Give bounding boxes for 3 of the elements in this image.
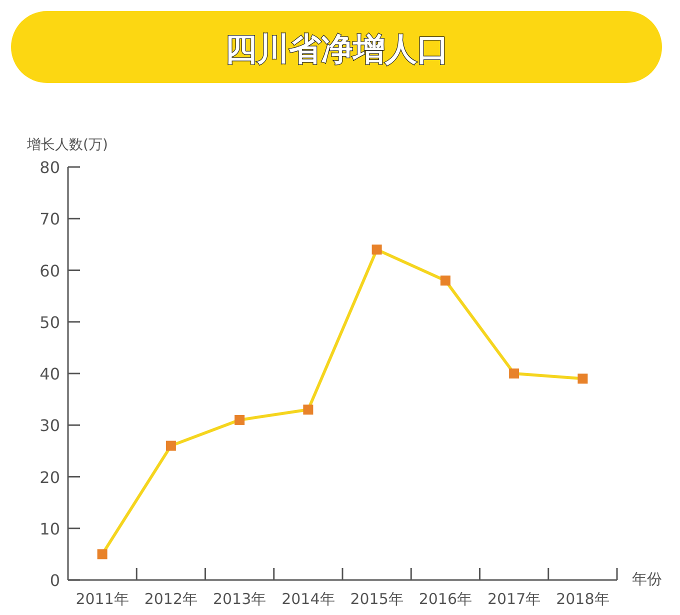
title: 四川省净增人口	[225, 30, 449, 68]
ylabel: 增长人数(万)	[27, 137, 108, 153]
xlabel: 年份	[632, 570, 662, 588]
